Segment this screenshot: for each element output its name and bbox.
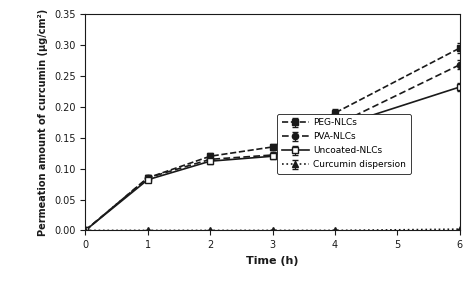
X-axis label: Time (h): Time (h) <box>246 256 299 266</box>
Legend: PEG-NLCs, PVA-NLCs, Uncoated-NLCs, Curcumin dispersion: PEG-NLCs, PVA-NLCs, Uncoated-NLCs, Curcu… <box>277 114 410 174</box>
Y-axis label: Permeation amount of curcumin (μg/cm²): Permeation amount of curcumin (μg/cm²) <box>38 9 48 236</box>
